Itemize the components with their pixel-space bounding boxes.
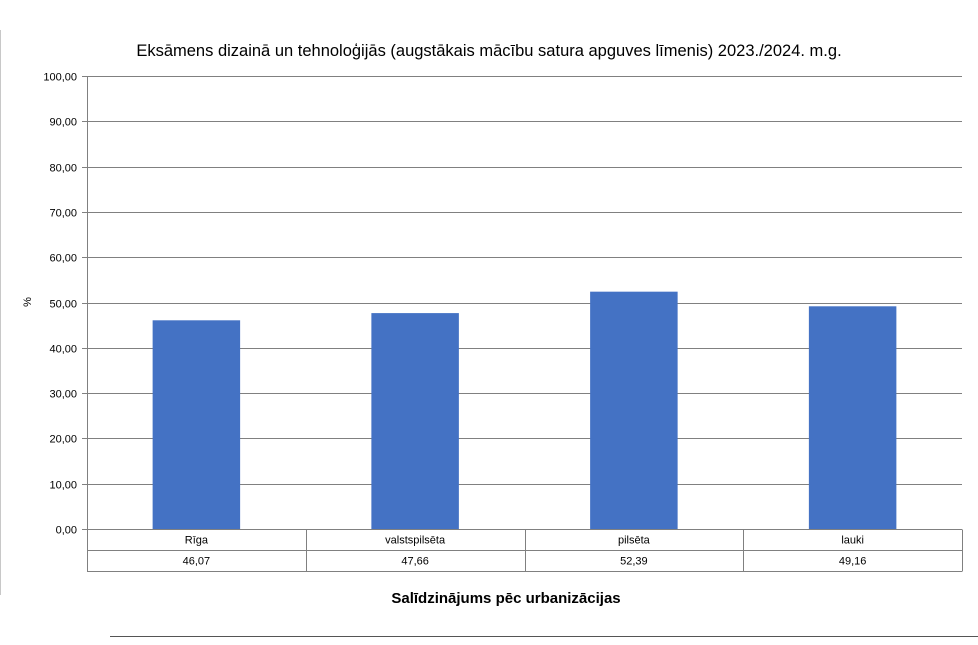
bar (590, 291, 678, 529)
y-tick-label: 70,00 (49, 208, 77, 220)
bar (371, 313, 459, 529)
x-tick-label: Rīga (185, 535, 209, 547)
y-tick-label: 40,00 (49, 344, 77, 356)
y-tick-label: 30,00 (49, 389, 77, 401)
y-tick-label: 50,00 (49, 299, 77, 311)
y-tick-label: 80,00 (49, 163, 77, 175)
data-label: 52,39 (620, 556, 648, 568)
bar (152, 320, 241, 529)
bar (808, 306, 897, 529)
data-label: 47,66 (401, 556, 429, 568)
x-axis-label: Salīdzinājums pēc urbanizācijas (391, 590, 620, 607)
chart-title: Eksāmens dizainā un tehnoloģijās (augstā… (136, 42, 841, 60)
y-tick-label: 90,00 (49, 117, 77, 129)
left-divider (0, 30, 1, 595)
y-tick-label: 20,00 (49, 434, 77, 446)
y-axis-label: % (22, 297, 34, 307)
y-tick-label: 10,00 (49, 480, 77, 492)
bottom-divider (110, 636, 978, 637)
data-label: 49,16 (839, 556, 867, 568)
x-tick-label: valstspilsēta (385, 535, 446, 547)
x-tick-label: lauki (841, 535, 864, 547)
data-label: 46,07 (183, 556, 211, 568)
y-tick-label: 0,00 (56, 525, 77, 537)
x-tick-label: pilsēta (618, 535, 651, 547)
y-tick-label: 60,00 (49, 253, 77, 265)
y-tick-label: 100,00 (43, 72, 77, 84)
